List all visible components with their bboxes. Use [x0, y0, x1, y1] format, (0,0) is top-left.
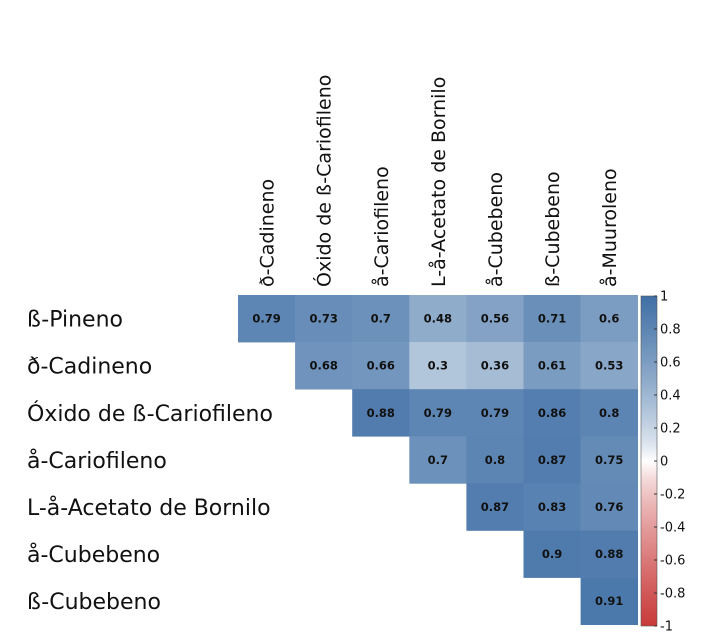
cell-value-label: 0.87	[538, 453, 566, 467]
row-label: L-å-Acetato de Bornilo	[27, 495, 271, 521]
cell-value-label: 0.79	[424, 406, 452, 420]
heatmap-cell	[580, 389, 638, 437]
heatmap-cell	[580, 295, 638, 343]
heatmap-cells: 0.79 0.73 0.7 0.48 0.56 0.71 0.6 0.68 0.66 0.3 0.3…	[238, 295, 638, 625]
row-label: Óxido de ß-Cariofileno	[27, 401, 273, 427]
cell-value-label: 0.88	[595, 547, 623, 561]
heatmap-cell	[466, 295, 524, 343]
heatmap-cell	[466, 389, 524, 437]
cell-value-label: 0.75	[595, 453, 623, 467]
heatmap-cell	[580, 342, 638, 390]
heatmap-cell	[523, 389, 581, 437]
cell-value-label: 0.7	[371, 312, 391, 326]
cell-value-label: 0.86	[538, 406, 566, 420]
legend-tick-label: -0.4	[660, 521, 685, 536]
column-labels: ð-Cadineno Óxido de ß-Cariofileno å-Cariof…	[257, 75, 622, 287]
heatmap-cell	[466, 483, 524, 531]
heatmap-cell	[523, 436, 581, 484]
heatmap-cell	[409, 342, 467, 390]
heatmap-cell	[295, 295, 353, 343]
legend-tick-label: 0.6	[660, 356, 681, 371]
column-label: å-Muuroleno	[598, 168, 621, 287]
column-label: ß-Cubebeno	[542, 171, 564, 287]
heatmap-cell	[523, 483, 581, 531]
heatmap-cell	[352, 389, 410, 437]
row-labels: ß-Pineno ð-Cadineno Óxido de ß-Cariofileno…	[27, 308, 273, 616]
cell-value-label: 0.6	[599, 312, 619, 326]
heatmap-cell	[238, 295, 296, 343]
row-label: ß-Cubebeno	[27, 590, 161, 615]
row-label: ß-Pineno	[27, 308, 123, 333]
legend-tick-label: 0.8	[660, 323, 681, 338]
heatmap-cell	[580, 530, 638, 578]
heatmap-cell	[523, 530, 581, 578]
color-legend: 1 0.8 0.6 0.4 0.2 0 -0.2 -0.4 -0.6 -0.8 -1	[640, 290, 685, 635]
cell-value-label: 0.68	[309, 359, 337, 373]
cell-value-label: 0.87	[481, 500, 509, 514]
cell-value-label: 0.73	[309, 312, 337, 326]
heatmap-cell	[352, 295, 410, 343]
cell-value-label: 0.71	[538, 312, 566, 326]
cell-value-label: 0.91	[595, 594, 623, 608]
column-label: ð-Cadineno	[257, 179, 279, 287]
cell-value-label: 0.79	[481, 406, 509, 420]
legend-tick-label: 1	[660, 290, 668, 305]
heatmap-cell	[580, 577, 638, 625]
row-label: ð-Cadineno	[27, 355, 152, 380]
legend-tick-label: -0.8	[660, 587, 685, 602]
legend-tick-label: 0.2	[660, 422, 681, 437]
cell-value-label: 0.66	[367, 359, 395, 373]
column-label: L-å-Acetato de Bornilo	[427, 77, 450, 287]
legend-tick-label: 0	[660, 455, 668, 470]
heatmap-cell	[409, 295, 467, 343]
column-label: Óxido de ß-Cariofileno	[312, 75, 336, 287]
heatmap-cell	[466, 436, 524, 484]
heatmap-cell	[466, 342, 524, 390]
legend-tick-label: -1	[660, 620, 673, 635]
row-label: å-Cubebeno	[27, 542, 160, 568]
cell-value-label: 0.53	[595, 359, 623, 373]
heatmap-cell	[580, 483, 638, 531]
cell-value-label: 0.56	[481, 312, 509, 326]
legend-tick-label: -0.6	[660, 554, 685, 569]
cell-value-label: 0.7	[428, 453, 448, 467]
heatmap-cell	[352, 342, 410, 390]
row-label: å-Cariofileno	[27, 448, 167, 474]
cell-value-label: 0.76	[595, 500, 623, 514]
heatmap-cell	[409, 436, 467, 484]
cell-value-label: 0.36	[481, 359, 509, 373]
cell-value-label: 0.79	[252, 312, 280, 326]
cell-value-label: 0.83	[538, 500, 566, 514]
heatmap-cell	[580, 436, 638, 484]
heatmap-cell	[523, 342, 581, 390]
legend-tick-label: 0.4	[660, 389, 681, 404]
legend-tick-label: -0.2	[660, 488, 685, 503]
cell-value-label: 0.8	[599, 406, 619, 420]
cell-value-label: 0.3	[428, 359, 448, 373]
cell-value-label: 0.61	[538, 359, 566, 373]
column-label: å-Cubebeno	[484, 172, 507, 287]
heatmap-cell	[523, 295, 581, 343]
cell-value-label: 0.48	[424, 312, 452, 326]
cell-value-label: 0.9	[542, 547, 562, 561]
heatmap-cell	[409, 389, 467, 437]
column-label: å-Cariofileno	[370, 166, 393, 287]
heatmap-cell	[295, 342, 353, 390]
cell-value-label: 0.88	[367, 406, 395, 420]
cell-value-label: 0.8	[485, 453, 505, 467]
